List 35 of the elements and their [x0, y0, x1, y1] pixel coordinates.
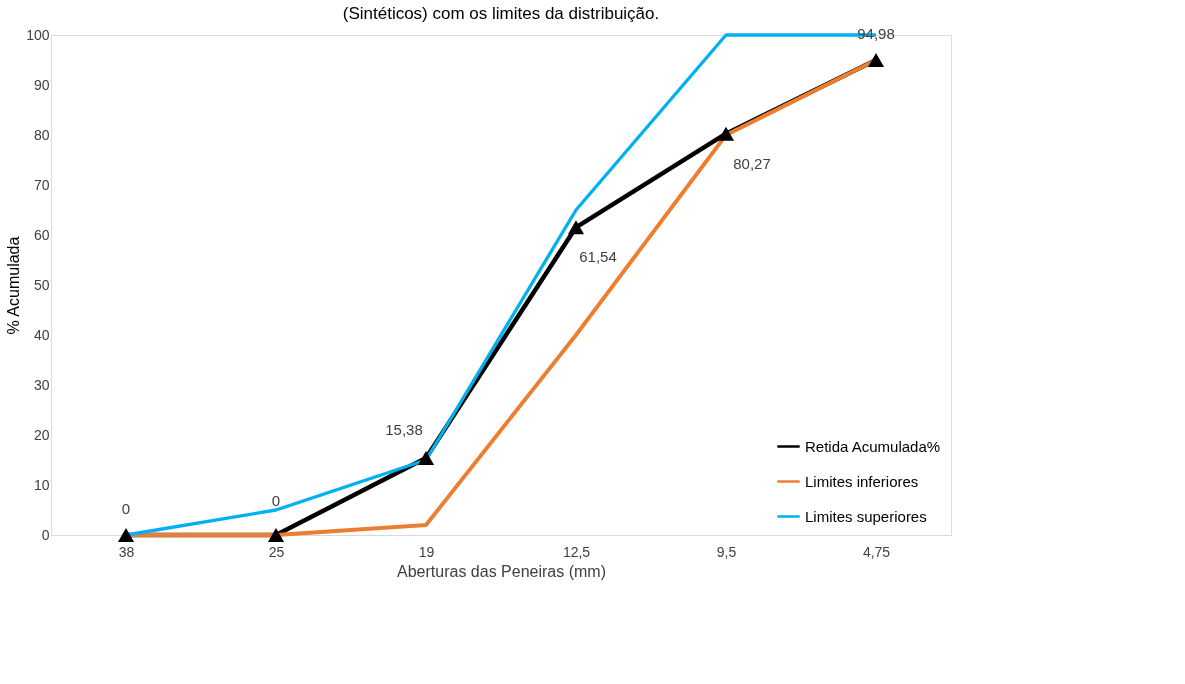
x-tick-label: 25	[268, 543, 285, 560]
point	[117, 528, 135, 542]
y-axis-title: % Acumulada	[5, 236, 23, 335]
legend-label: Limites superiores	[805, 507, 927, 525]
point	[267, 528, 285, 542]
x-tick-label: 38	[118, 543, 135, 560]
y-tick-label: 100	[26, 26, 50, 43]
data-label: 80,27	[733, 154, 771, 172]
y-tick-label: 30	[33, 376, 50, 393]
data-label: 15,38	[385, 421, 423, 439]
data-label: 0	[271, 492, 281, 509]
point	[867, 53, 885, 68]
legend-label: Retida Acumulada%	[805, 437, 941, 455]
y-tick-label: 50	[33, 276, 50, 293]
point	[717, 126, 735, 141]
y-tick-label: 70	[33, 176, 50, 193]
y-tick-label: 90	[33, 76, 50, 93]
y-tick-label: 60	[33, 226, 50, 243]
x-tick-label: 19	[418, 543, 435, 560]
y-tick-label: 10	[33, 476, 50, 493]
data-label: 0	[121, 500, 131, 517]
legend-label: Limites inferiores	[805, 472, 919, 490]
point	[567, 220, 585, 235]
point	[417, 451, 435, 466]
y-tick-label: 20	[33, 426, 50, 443]
x-axis-title: Aberturas das Peneiras (mm)	[397, 562, 606, 580]
data-label: 61,54	[579, 248, 617, 266]
chart-title: (Sintéticos) com os limites da distribuição.	[342, 4, 660, 24]
y-tick-label: 80	[33, 126, 50, 143]
y-tick-label: 40	[33, 326, 50, 343]
data-label: 94,98	[857, 25, 895, 43]
x-tick-label: 12,5	[562, 543, 591, 560]
x-tick-label: 4,75	[862, 543, 891, 560]
x-tick-label: 9,5	[716, 543, 737, 560]
y-tick-label: 0	[41, 526, 50, 543]
